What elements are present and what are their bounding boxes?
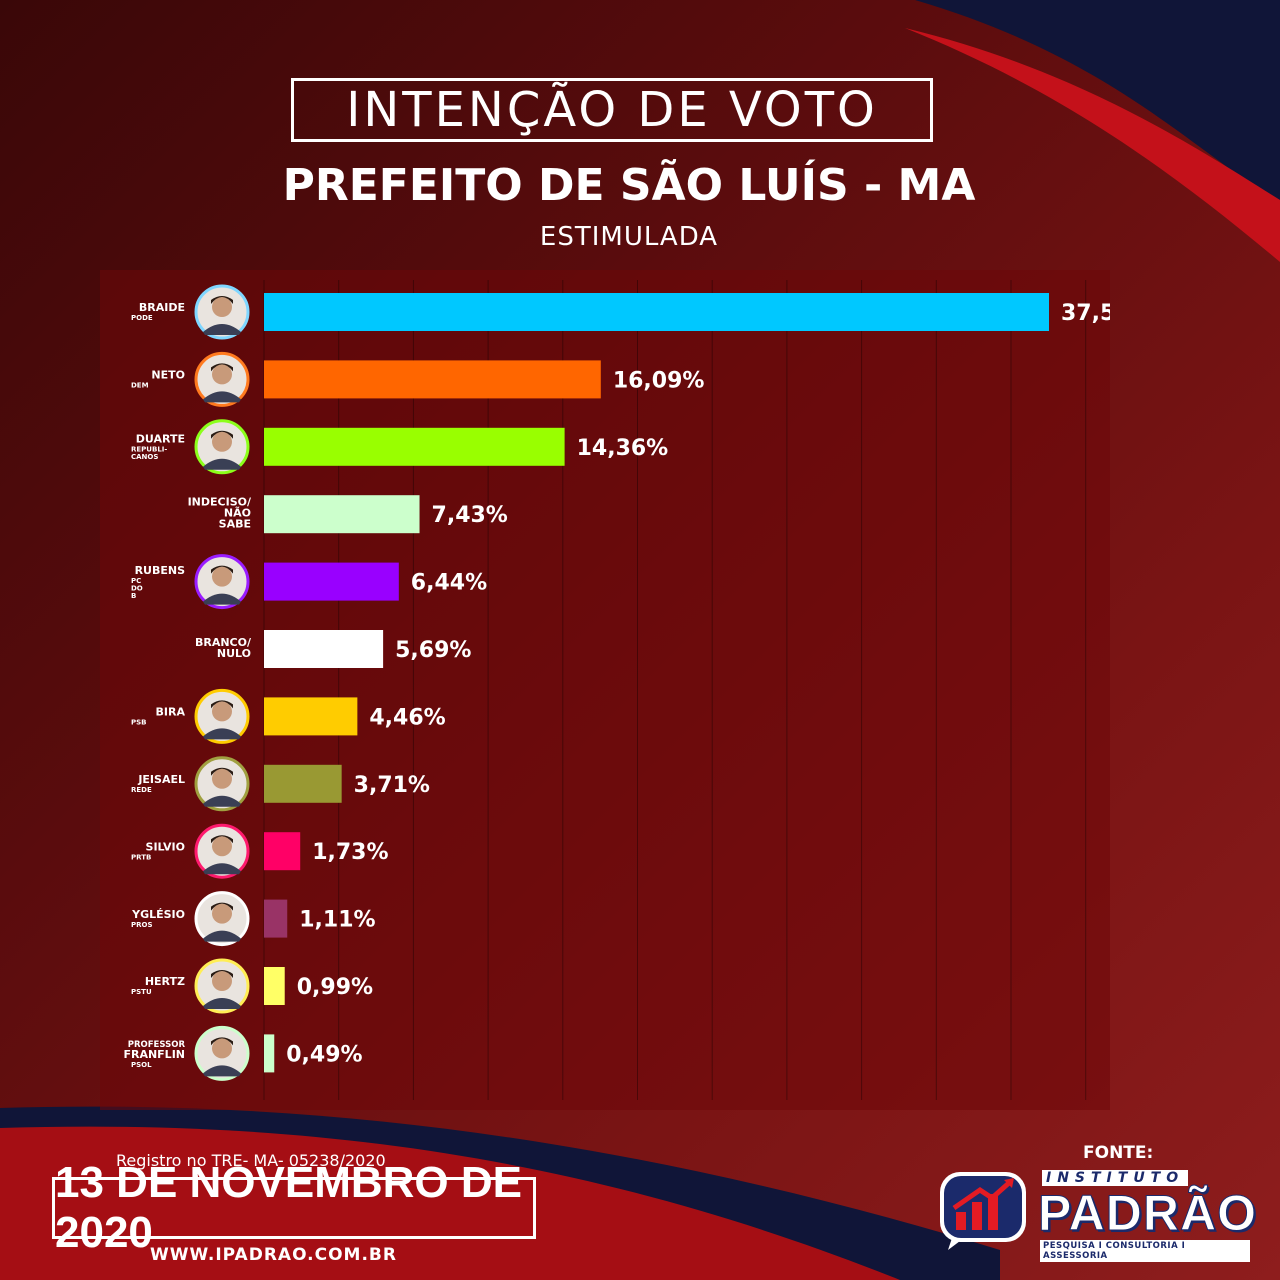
bar (264, 1034, 275, 1073)
candidate-party: PRTB (131, 853, 151, 861)
candidate-photo (194, 756, 250, 812)
bar-row: 5,69% BRANCO/NULO (195, 630, 471, 668)
candidate-photo (194, 284, 250, 340)
value-label: 6,44% (411, 571, 487, 596)
candidate-photo (194, 419, 250, 475)
grid-lines (263, 280, 1087, 1100)
candidate-party: PODE (131, 314, 153, 322)
bar (264, 293, 1049, 331)
candidate-name: YGLÉSIO (131, 908, 185, 921)
bar-row: 4,46% BIRA PSB (131, 688, 446, 744)
candidate-name: PROFESSOR (128, 1040, 186, 1050)
candidate-name: HERTZ (145, 975, 185, 988)
value-label: 0,99% (297, 975, 373, 1000)
value-label: 1,73% (312, 840, 388, 865)
candidate-photo (194, 891, 250, 947)
candidate-party: DEM (131, 382, 149, 390)
registration-text: Registro no TRE- MA- 05238/2020 (116, 1151, 386, 1170)
candidate-party: PSOL (131, 1061, 152, 1069)
candidate-name: NULO (217, 647, 251, 660)
bar (264, 427, 565, 466)
bar (264, 495, 420, 534)
candidate-photo (194, 351, 250, 407)
candidate-name: BRANCO/ (195, 636, 252, 649)
candidate-party: PC (131, 577, 141, 585)
value-label: 3,71% (354, 773, 430, 798)
survey-date: 13 DE NOVEMBRO DE 2020 (52, 1158, 536, 1257)
bar (264, 630, 384, 668)
value-label: 16,09% (613, 368, 705, 393)
value-label: 14,36% (577, 436, 669, 461)
source-label: FONTE: (1083, 1143, 1154, 1163)
value-label: 0,49% (286, 1042, 362, 1067)
value-label: 5,69% (395, 638, 471, 663)
bar (264, 562, 399, 601)
logo-instituto-text: INSTITUTO (1042, 1170, 1189, 1186)
candidate-photo (194, 958, 250, 1014)
candidate-name: NETO (151, 369, 185, 382)
bar (264, 764, 342, 803)
candidate-name: NÃO (224, 507, 251, 520)
candidate-party: PSTU (131, 988, 152, 996)
bar (264, 697, 358, 736)
page-title: INTENÇÃO DE VOTO (291, 78, 933, 142)
bar (264, 832, 301, 871)
candidate-photo (194, 823, 250, 879)
candidate-name: BRAIDE (139, 301, 185, 314)
candidate-name: JEISAEL (137, 773, 185, 786)
value-label: 1,11% (299, 908, 375, 933)
candidate-party: B (131, 592, 136, 600)
website-link[interactable]: WWW.IPADRAO.COM.BR (150, 1245, 397, 1265)
chart-arrow-icon (940, 1172, 1026, 1250)
survey-type: ESTIMULADA (539, 222, 719, 252)
instituto-padrao-logo: INSTITUTO PADRÃO PESQUISA I CONSULTORIA … (930, 1162, 1256, 1262)
bar (264, 360, 601, 399)
bar (264, 899, 288, 938)
candidate-name: FRANFLIN (123, 1048, 185, 1061)
candidate-name: SABE (219, 518, 251, 531)
value-label: 4,46% (369, 705, 445, 730)
candidate-photo (194, 1025, 250, 1081)
candidate-name: RUBENS (135, 564, 186, 577)
candidate-photo (194, 554, 250, 610)
logo-tagline-text: PESQUISA I CONSULTORIA I ASSESSORIA (1040, 1240, 1250, 1262)
page-subtitle: PREFEITO DE SÃO LUÍS - MA (282, 160, 976, 211)
value-label: 7,43% (432, 503, 508, 528)
candidate-party: PROS (131, 921, 153, 929)
candidate-party: PSB (131, 719, 147, 727)
candidate-party: REDE (131, 786, 152, 794)
candidate-name: BIRA (156, 706, 186, 719)
candidate-party: REPUBLI- (131, 446, 167, 454)
candidate-name: INDECISO/ (188, 496, 252, 509)
value-label: 37,50% (1061, 301, 1110, 326)
candidate-name: SILVIO (146, 840, 185, 853)
logo-name-text: PADRÃO (1038, 1185, 1257, 1242)
candidate-party: CANOS (131, 453, 158, 461)
bar (264, 967, 285, 1005)
candidate-party: DO (131, 585, 143, 593)
candidate-name: DUARTE (136, 433, 185, 446)
candidate-photo (194, 688, 250, 744)
